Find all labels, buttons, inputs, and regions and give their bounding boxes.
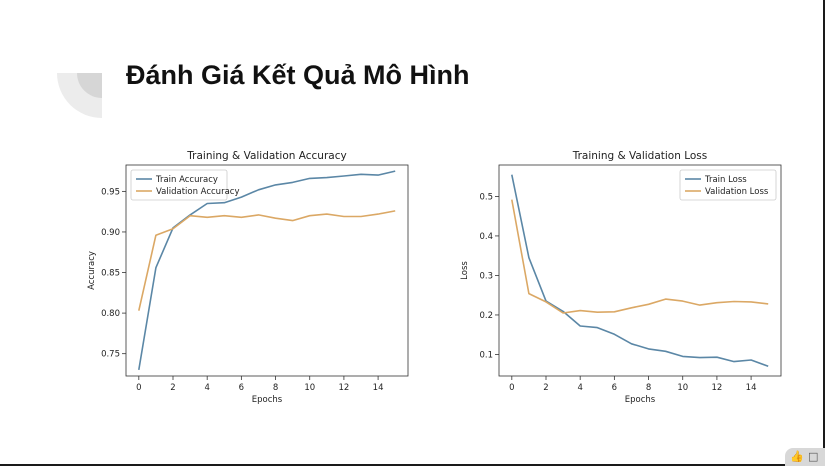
x-tick-label: 4 xyxy=(577,383,582,393)
x-tick-label: 2 xyxy=(170,383,175,393)
x-tick-label: 10 xyxy=(304,383,315,393)
x-tick-label: 0 xyxy=(509,383,514,393)
loss-chart: Training & Validation Loss 0 2 4 6 8 10 12 14 0.1… xyxy=(460,150,782,405)
y-tick-label: 0.80 xyxy=(101,309,120,319)
y-tick-label: 0.5 xyxy=(479,192,493,202)
y-tick-label: 0.4 xyxy=(479,232,493,242)
x-axis-label: Epochs xyxy=(625,395,656,405)
x-tick-label: 10 xyxy=(677,383,688,393)
y-tick-label: 0.1 xyxy=(479,350,493,360)
legend-label: Validation Loss xyxy=(705,187,769,197)
legend-box xyxy=(130,169,228,201)
series-line-train xyxy=(511,174,769,368)
chart-title: Training & Validation Accuracy xyxy=(186,150,346,162)
y-tick-label: 0.85 xyxy=(101,269,120,279)
legend-label: Train Loss xyxy=(704,175,747,185)
chart-title: Training & Validation Loss xyxy=(572,150,708,162)
y-tick-label: 0.2 xyxy=(479,311,493,321)
series-line-train xyxy=(138,170,396,371)
x-tick-label: 14 xyxy=(746,383,757,393)
plot-frame xyxy=(125,164,409,377)
series-line-validation xyxy=(138,210,396,311)
x-axis-label: Epochs xyxy=(252,395,283,405)
thumbs-up-icon[interactable]: 👍 xyxy=(790,450,804,463)
comment-icon[interactable]: □ xyxy=(808,450,819,463)
legend-box xyxy=(679,169,777,201)
legend-label: Train Accuracy xyxy=(155,175,218,185)
x-tick-label: 12 xyxy=(338,383,349,393)
x-tick-label: 0 xyxy=(136,383,141,393)
y-axis-label: Loss xyxy=(460,261,470,280)
slide-title: Đánh Giá Kết Quả Mô Hình xyxy=(126,60,470,90)
decoration-inner-arc xyxy=(77,73,102,98)
x-tick-label: 8 xyxy=(273,383,278,393)
y-tick-label: 0.75 xyxy=(101,350,120,360)
x-tick-label: 12 xyxy=(711,383,722,393)
x-tick-label: 6 xyxy=(612,383,617,393)
x-tick-label: 14 xyxy=(373,383,384,393)
accuracy-chart: Training & Validation Accuracy 0 2 4 6 8 10 12 1… xyxy=(87,150,409,405)
y-tick-label: 0.3 xyxy=(479,271,493,281)
x-tick-label: 2 xyxy=(543,383,548,393)
x-tick-label: 4 xyxy=(204,383,209,393)
y-tick-label: 0.95 xyxy=(101,187,120,197)
corner-decoration xyxy=(57,73,102,118)
x-tick-label: 6 xyxy=(239,383,244,393)
plot-frame xyxy=(498,164,782,377)
legend-label: Validation Accuracy xyxy=(156,187,239,197)
y-tick-label: 0.90 xyxy=(101,228,120,238)
series-line-validation xyxy=(511,199,769,314)
y-axis-label: Accuracy xyxy=(87,251,97,290)
x-tick-label: 8 xyxy=(646,383,651,393)
corner-toolbar: 👍 □ xyxy=(785,448,825,466)
